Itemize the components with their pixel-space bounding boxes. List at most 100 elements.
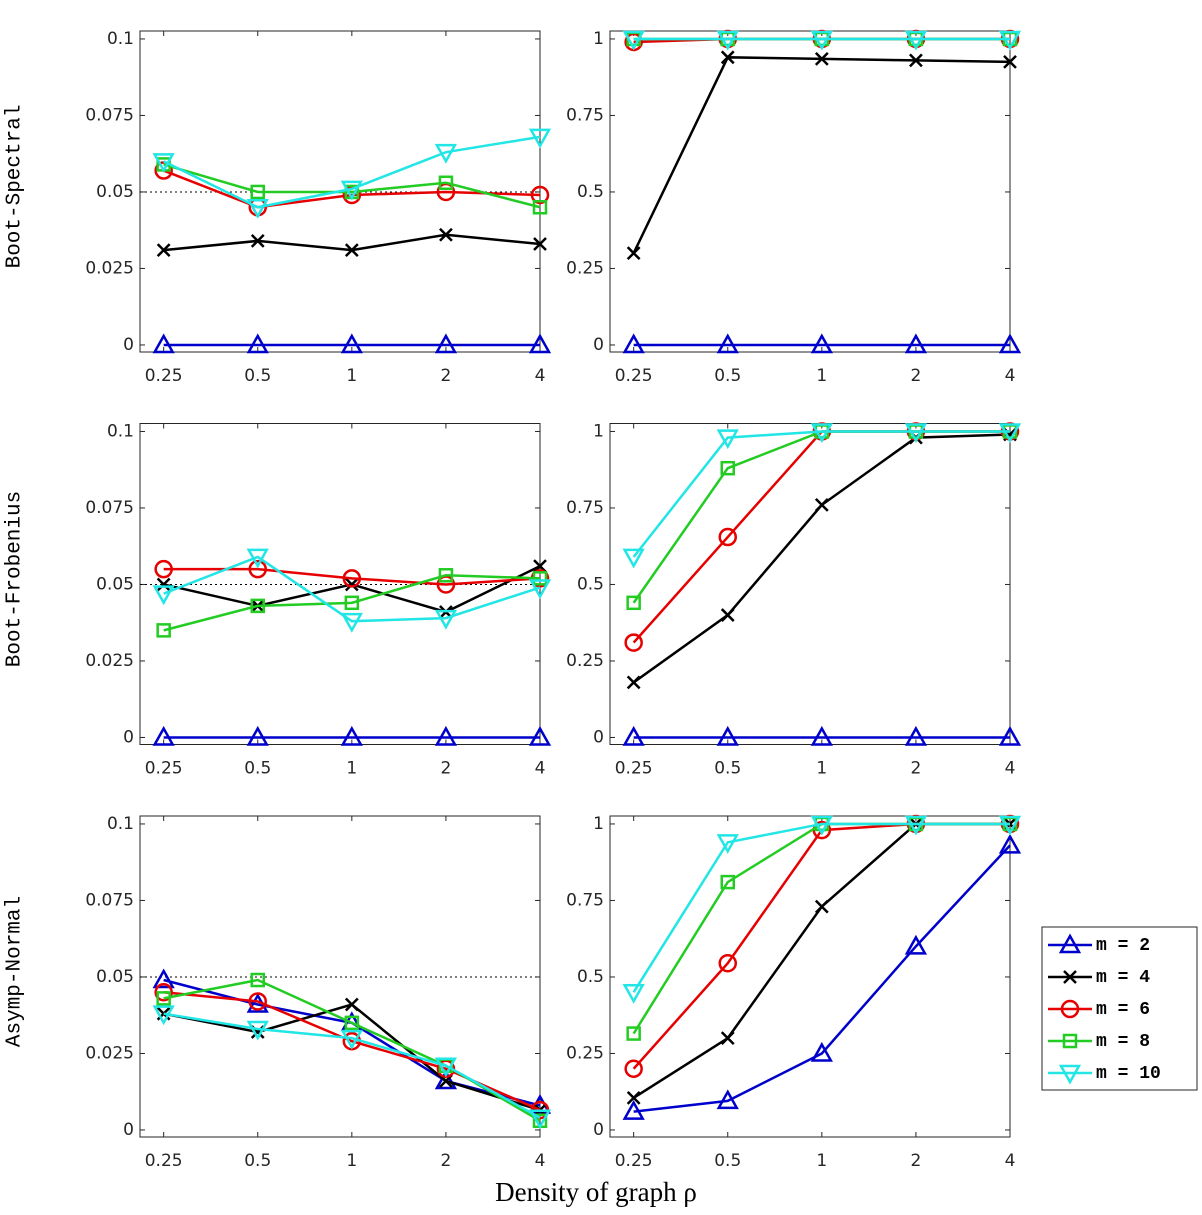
marker xyxy=(344,1015,360,1031)
marker xyxy=(814,899,829,914)
y-tick-label: 0 xyxy=(123,335,134,355)
y-tick-label: 0.025 xyxy=(85,258,134,278)
marker xyxy=(622,30,645,51)
x-tick-label: 0.5 xyxy=(714,759,741,779)
marker xyxy=(622,548,645,569)
marker xyxy=(624,633,643,652)
x-tick-label: 2 xyxy=(911,366,922,386)
marker xyxy=(434,333,458,354)
marker xyxy=(340,612,363,633)
marker xyxy=(998,423,1022,444)
marker xyxy=(156,623,171,638)
marker xyxy=(810,1041,833,1062)
x-tick-label: 1 xyxy=(346,1151,357,1171)
marker xyxy=(340,1029,363,1050)
y-tick-label: 0.025 xyxy=(85,651,134,671)
marker xyxy=(530,185,550,205)
y-tick-label: 0.075 xyxy=(85,105,134,125)
marker xyxy=(622,984,645,1004)
legend-label: m = 2 xyxy=(1096,936,1150,956)
marker xyxy=(716,725,739,746)
x-tick-label: 2 xyxy=(441,366,452,386)
y-tick-label: 1 xyxy=(593,421,604,441)
x-tick-label: 1 xyxy=(816,366,827,386)
y-tick-label: 0 xyxy=(123,1120,134,1140)
marker xyxy=(156,577,171,592)
x-tick-label: 4 xyxy=(535,1151,546,1171)
y-tick-label: 0.05 xyxy=(96,182,134,202)
marker xyxy=(528,579,552,600)
marker xyxy=(810,725,833,746)
marker xyxy=(250,234,265,248)
marker xyxy=(344,243,359,257)
marker xyxy=(438,568,454,583)
marker xyxy=(1058,1064,1082,1085)
x-tick-label: 0.25 xyxy=(145,366,183,386)
x-tick-label: 2 xyxy=(911,1151,922,1171)
marker xyxy=(716,834,739,854)
marker xyxy=(998,333,1022,354)
x-tick-label: 0.25 xyxy=(615,1151,653,1171)
marker xyxy=(904,30,928,51)
y-tick-label: 0.1 xyxy=(107,421,134,441)
x-tick-label: 0.25 xyxy=(145,1151,183,1171)
x-tick-label: 4 xyxy=(1005,366,1016,386)
y-tick-label: 0.05 xyxy=(96,967,134,987)
marker xyxy=(152,968,175,989)
marker xyxy=(720,608,735,622)
legend-label: m = 8 xyxy=(1096,1032,1150,1052)
x-tick-label: 4 xyxy=(535,366,546,386)
marker xyxy=(250,972,265,988)
legend-label: m = 6 xyxy=(1096,1000,1150,1020)
x-tick-label: 0.25 xyxy=(145,759,183,779)
marker xyxy=(434,609,458,630)
marker xyxy=(810,30,833,51)
marker xyxy=(626,1026,641,1041)
marker xyxy=(250,184,265,200)
marker xyxy=(909,53,923,68)
y-tick-label: 0.1 xyxy=(107,29,134,49)
marker xyxy=(1003,55,1017,69)
marker xyxy=(152,333,175,354)
marker xyxy=(904,725,928,746)
x-tick-label: 2 xyxy=(911,759,922,779)
marker xyxy=(720,874,735,890)
marker xyxy=(1062,1033,1078,1049)
marker xyxy=(154,983,173,1002)
marker xyxy=(810,333,833,354)
marker xyxy=(434,143,458,164)
marker xyxy=(248,559,267,579)
series-line xyxy=(163,555,541,623)
marker xyxy=(154,559,173,579)
x-tick-label: 2 xyxy=(441,1151,452,1171)
marker xyxy=(1058,933,1082,954)
series-line xyxy=(163,1012,541,1119)
marker xyxy=(718,527,737,547)
y-axis-label: Asymp-Normal xyxy=(4,896,27,1047)
marker xyxy=(1060,999,1080,1019)
x-tick-label: 0.5 xyxy=(244,1151,271,1171)
y-tick-label: 1 xyxy=(593,29,604,49)
marker xyxy=(904,423,928,444)
marker xyxy=(152,153,175,173)
x-tick-label: 0.5 xyxy=(714,366,741,386)
y-tick-label: 0.1 xyxy=(107,814,134,834)
series-line xyxy=(633,844,1011,1113)
marker xyxy=(904,333,928,354)
x-tick-label: 0.25 xyxy=(615,366,653,386)
marker xyxy=(624,1059,643,1079)
y-tick-label: 0.5 xyxy=(577,967,604,987)
marker xyxy=(528,333,552,354)
y-tick-label: 0.5 xyxy=(577,574,604,594)
marker xyxy=(718,953,737,973)
marker xyxy=(904,815,928,836)
y-axis-label: Boot-Spectral xyxy=(4,105,27,269)
marker xyxy=(152,725,175,746)
marker xyxy=(434,1069,458,1090)
marker xyxy=(716,30,739,51)
marker xyxy=(626,675,641,690)
x-tick-label: 2 xyxy=(441,759,452,779)
marker xyxy=(438,175,454,191)
marker xyxy=(814,498,829,512)
